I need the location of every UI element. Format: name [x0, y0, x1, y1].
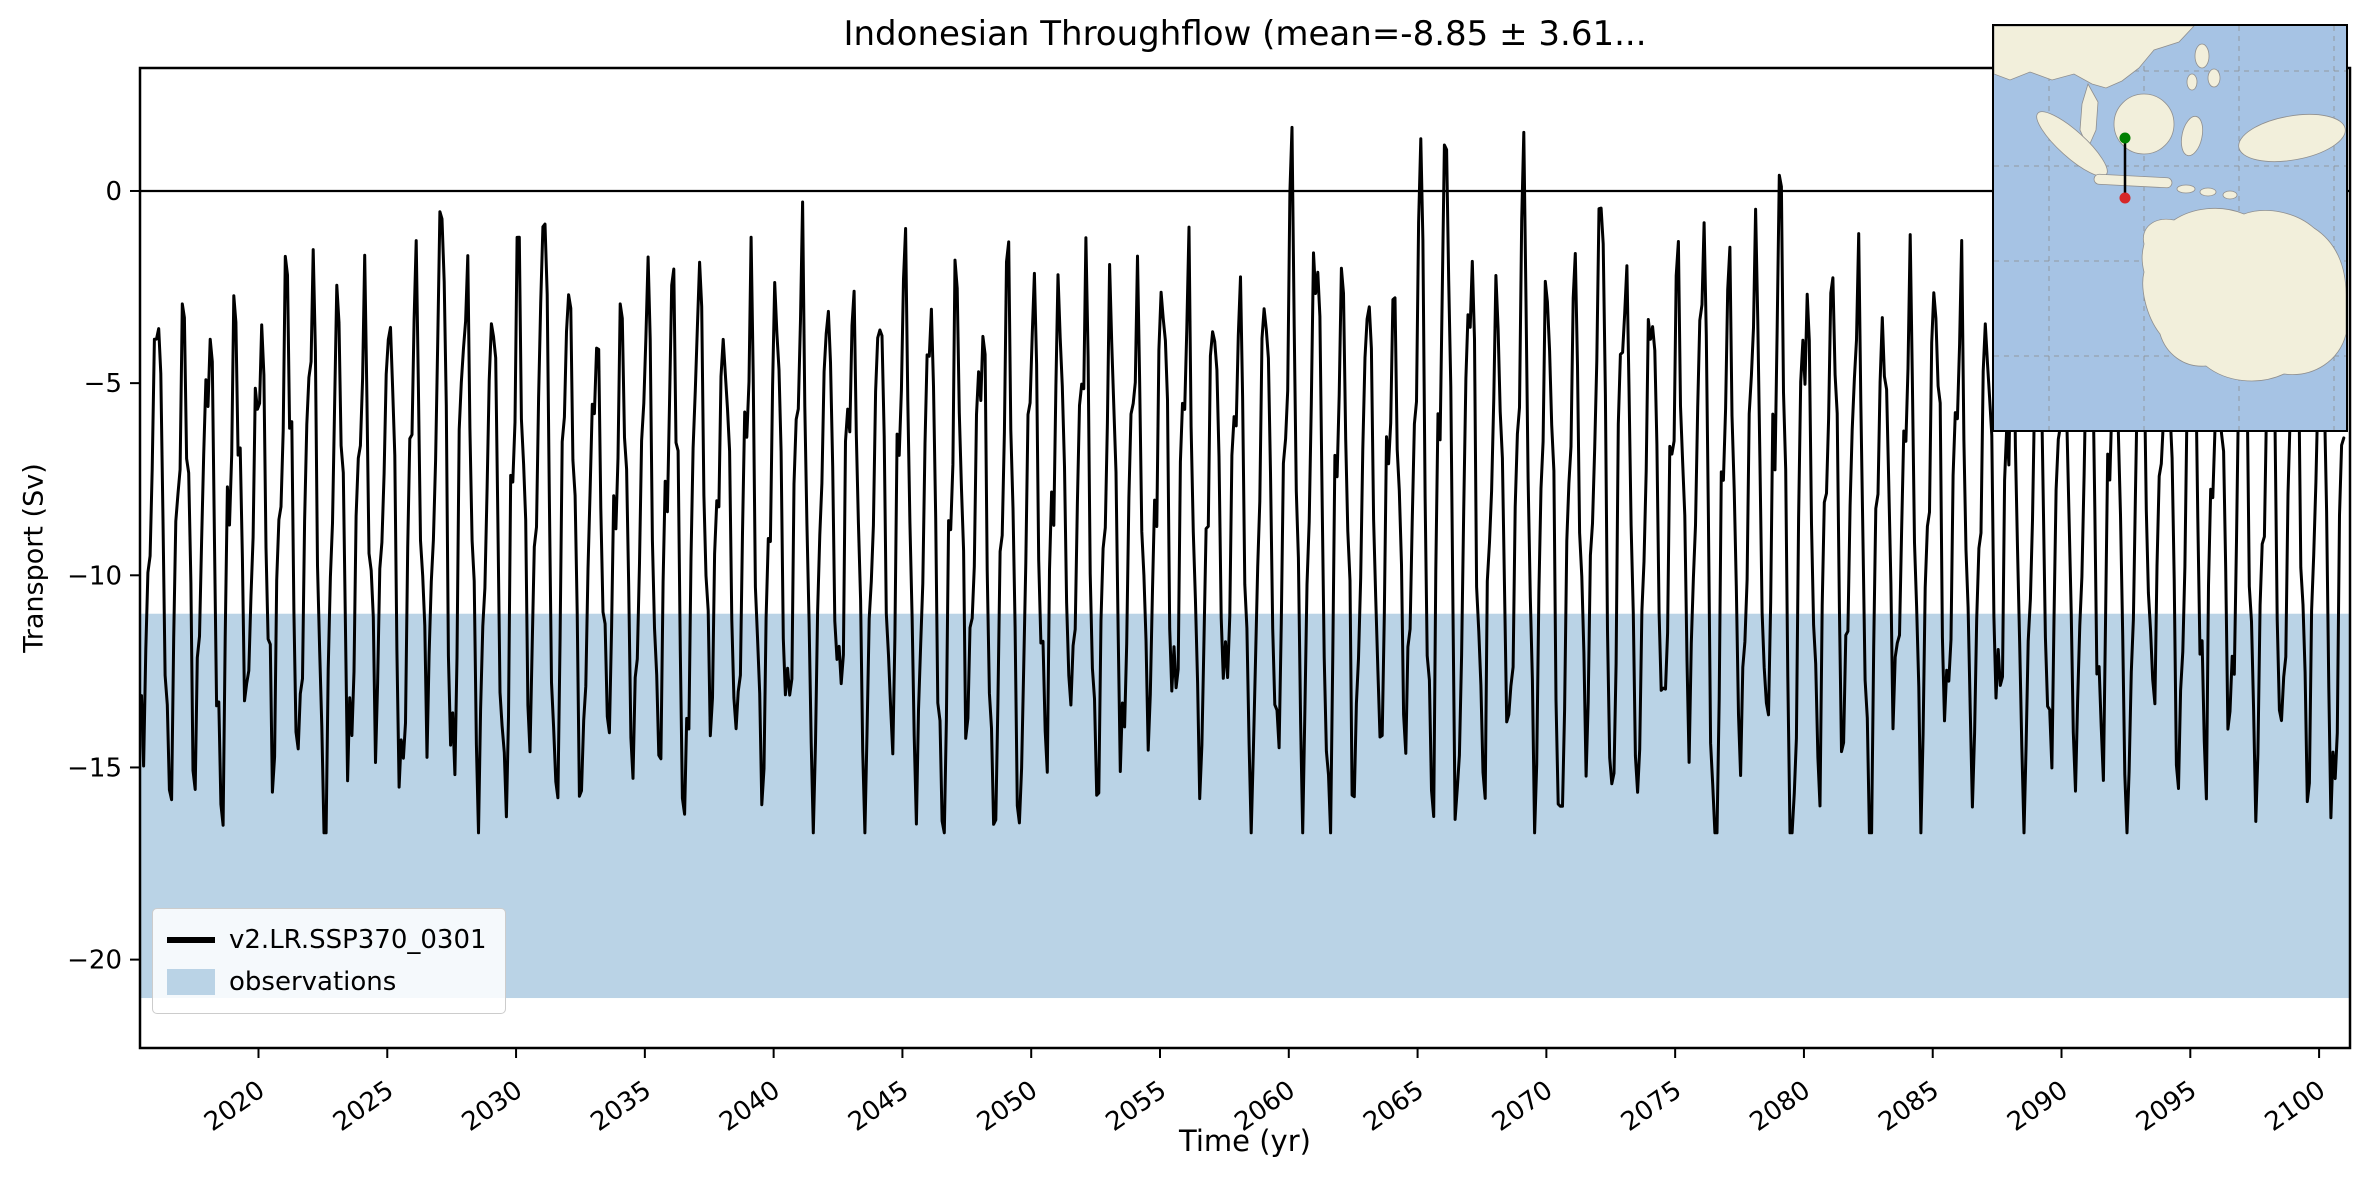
x-tick-label-2100: 2100 [2260, 1075, 2331, 1138]
map-land-java [2093, 173, 2173, 189]
map-land-philippines-1 [2194, 43, 2210, 69]
x-tick-label-2060: 2060 [1229, 1075, 1300, 1138]
inset-map-canvas [1993, 25, 2347, 430]
legend-model-label: v2.LR.SSP370_0301 [229, 925, 487, 955]
chart-title: Indonesian Throughflow (mean=-8.85 ± 3.6… [843, 14, 1647, 54]
legend-observations-label: observations [229, 967, 397, 997]
y-axis-ticks: 0 −5 −10 −15 −20 [67, 177, 140, 976]
map-land-philippines-2 [2207, 68, 2221, 88]
map-land-lesser-sunda-3 [2222, 190, 2238, 200]
x-tick-label-2055: 2055 [1101, 1075, 1172, 1138]
x-tick-label-2090: 2090 [2002, 1075, 2073, 1138]
map-land-borneo [2113, 93, 2175, 155]
legend-line-sample [167, 937, 215, 943]
south-endpoint-marker [2119, 192, 2131, 204]
map-land-asia [1993, 25, 2195, 89]
legend: v2.LR.SSP370_0301 observations [152, 908, 506, 1014]
x-tick-label-2030: 2030 [457, 1075, 528, 1138]
x-tick-label-2075: 2075 [1616, 1075, 1687, 1138]
x-tick-label-2025: 2025 [328, 1075, 399, 1138]
x-tick-label-2065: 2065 [1358, 1075, 1429, 1138]
x-tick-label-2040: 2040 [714, 1075, 785, 1138]
map-land-australia [2141, 208, 2347, 382]
x-tick-label-2045: 2045 [843, 1075, 914, 1138]
legend-patch-sample [167, 969, 215, 995]
y-tick-label-0: 0 [105, 177, 122, 207]
x-tick-label-2050: 2050 [972, 1075, 1043, 1138]
map-land-lesser-sunda-2 [2199, 187, 2217, 197]
map-landmasses [1993, 25, 2347, 382]
x-tick-label-2035: 2035 [585, 1075, 656, 1138]
y-tick-label--15: −15 [67, 753, 122, 783]
y-tick-label--20: −20 [67, 946, 122, 976]
y-tick-label--5: −5 [84, 369, 122, 399]
x-tick-label-2080: 2080 [1745, 1075, 1816, 1138]
x-tick-label-2070: 2070 [1487, 1075, 1558, 1138]
x-tick-label-2020: 2020 [199, 1075, 270, 1138]
map-land-lesser-sunda-1 [2176, 184, 2196, 194]
map-land-philippines-3 [2186, 73, 2198, 91]
x-tick-label-2095: 2095 [2131, 1075, 2202, 1138]
legend-entry-model: v2.LR.SSP370_0301 [167, 919, 487, 961]
legend-entry-observations: observations [167, 961, 487, 1003]
map-land-new-guinea [2238, 113, 2346, 163]
model-timeseries-line [140, 125, 2346, 835]
x-axis-ticks: 2020 2025 2030 2035 2040 2045 2050 2055 2060 2065… [199, 1048, 2331, 1138]
north-endpoint-marker [2119, 132, 2131, 144]
x-axis-label: Time (yr) [1179, 1124, 1311, 1158]
y-tick-label--10: −10 [67, 561, 122, 591]
map-land-sulawesi [2180, 115, 2204, 157]
model-timeseries-path [140, 125, 2346, 835]
inset-map [1992, 24, 2348, 432]
axes-spine [138, 66, 2352, 1050]
x-tick-label-2085: 2085 [1873, 1075, 1944, 1138]
